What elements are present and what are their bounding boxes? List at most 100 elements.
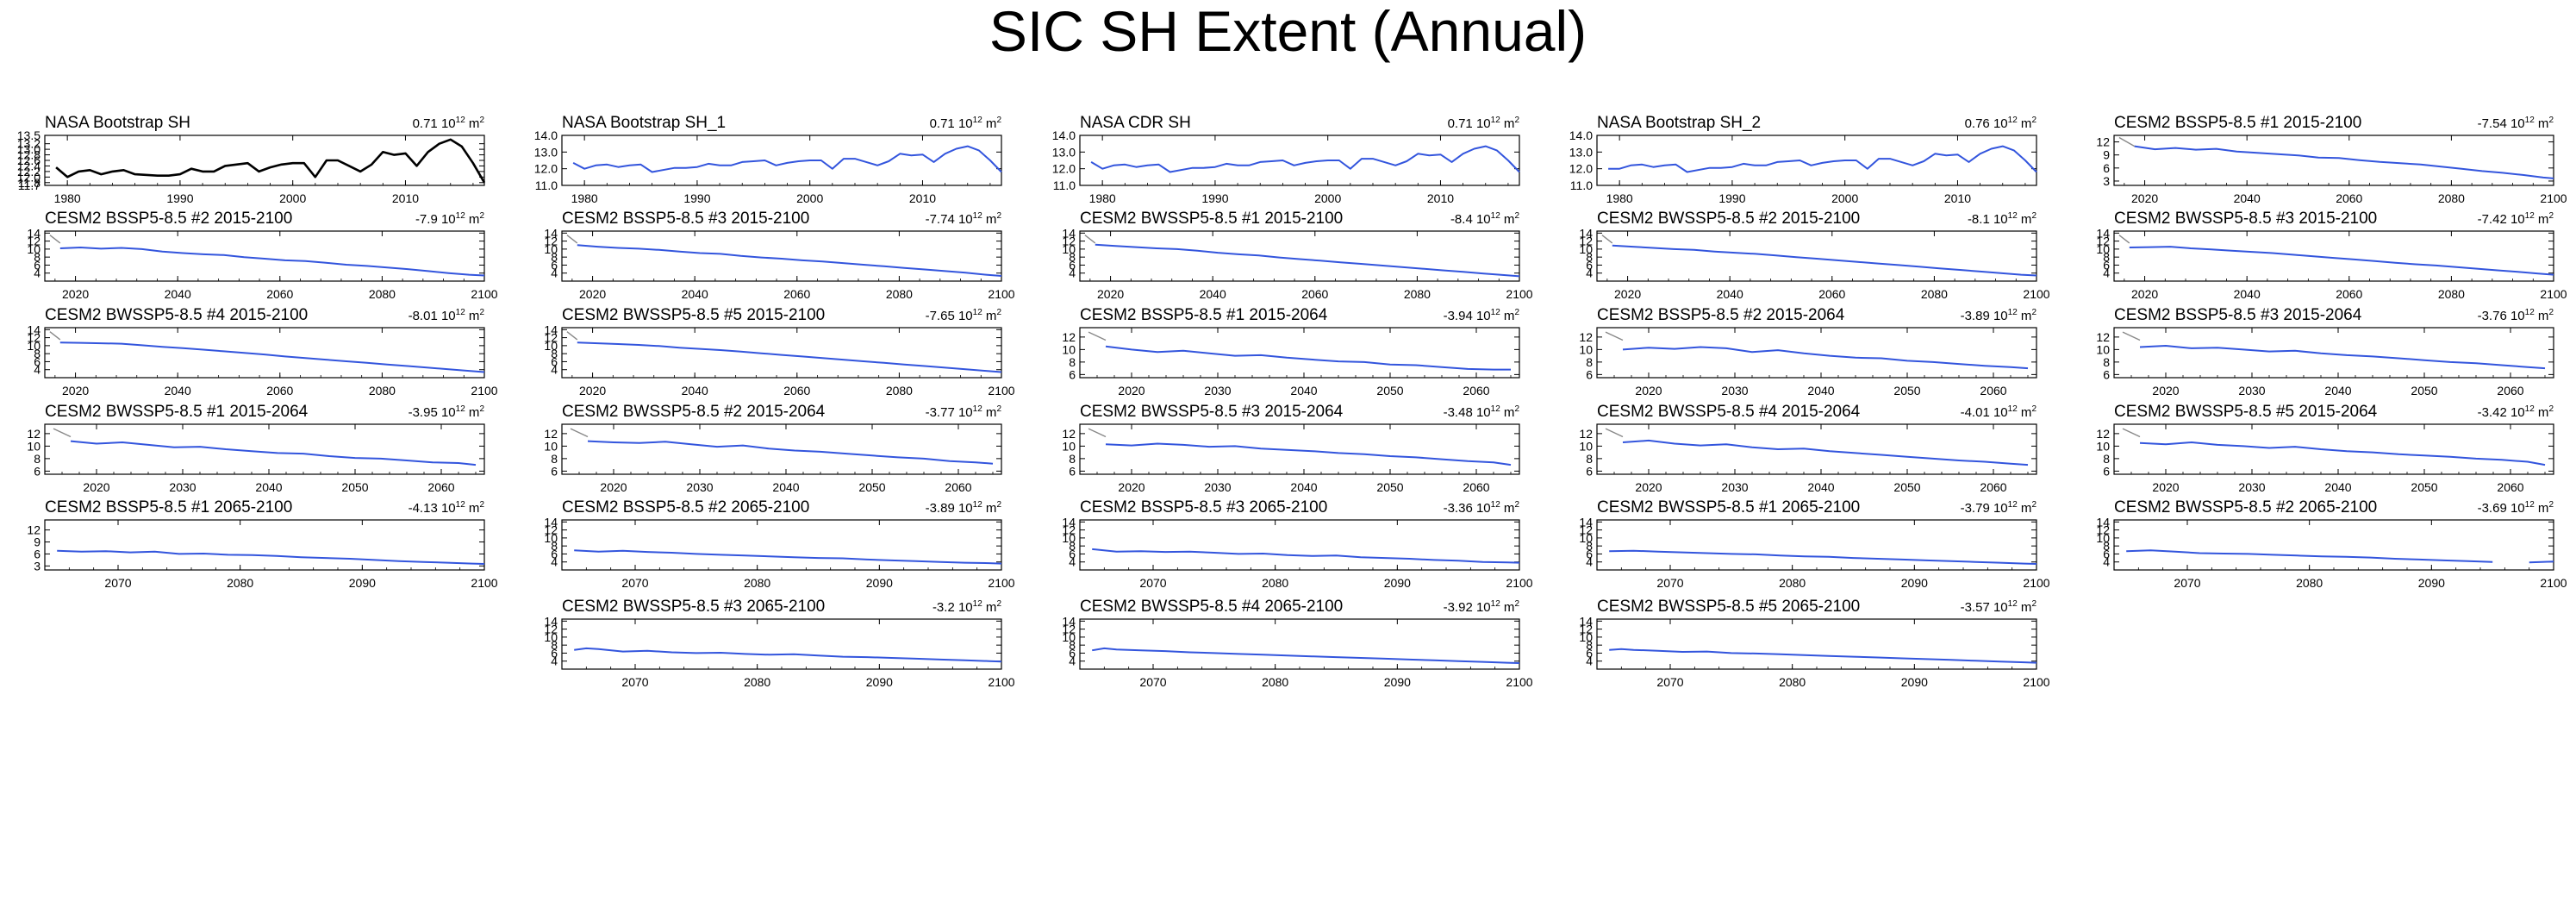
series-line	[1612, 244, 2037, 277]
chart-title: CESM2 BWSSP5-8.5 #2 2065-2100	[2114, 498, 2377, 516]
trend-exponent: 12	[973, 308, 983, 317]
chart-title: CESM2 BWSSP5-8.5 #4 2015-2064	[1597, 403, 1861, 421]
trend-exponent-area: 2	[1514, 308, 1519, 317]
x-tick-label: 2080	[886, 287, 913, 301]
x-tick-label: 2040	[2324, 384, 2351, 398]
x-tick-label: 2060	[2336, 191, 2362, 205]
residual-line	[49, 331, 61, 341]
series-line	[1090, 145, 1520, 173]
y-tick-label: 6	[551, 354, 558, 368]
y-tick-label: 6	[34, 354, 41, 368]
y-tick-label: 4	[34, 266, 41, 280]
x-tick-label: 2070	[1656, 675, 1683, 689]
trend-value: -4.01	[1961, 405, 1993, 420]
trend-exponent: 12	[1491, 116, 1501, 125]
y-tick-label: 6	[1069, 547, 1076, 560]
y-tick-label: 14	[2096, 515, 2110, 529]
trend-unit: 10	[1476, 309, 1491, 323]
y-tick-label: 12	[2096, 427, 2110, 441]
trend-unit-area: m	[2535, 405, 2549, 420]
trend-label: -7.42 1012 m2	[2478, 211, 2554, 227]
residual-line	[1088, 331, 1107, 341]
trend-value: 0.71	[930, 116, 958, 131]
x-tick-label: 2070	[2174, 576, 2200, 590]
chart-panel: CESM2 BSSP5-8.5 #2 2015-2064 -3.89 1012 m…	[1579, 306, 2037, 398]
residual-line	[566, 235, 578, 244]
y-tick-label: 10	[1062, 439, 1076, 453]
plot-frame	[561, 423, 1002, 475]
trend-label: -3.89 1012 m2	[1961, 308, 2037, 323]
y-tick-label: 13.0	[534, 145, 558, 159]
series-line	[1622, 439, 2029, 466]
y-tick-label: 8	[551, 638, 558, 652]
trend-exponent: 12	[2008, 116, 2018, 125]
x-tick-label: 2010	[909, 191, 936, 205]
chart-title: CESM2 BWSSP5-8.5 #3 2065-2100	[562, 598, 825, 616]
y-tick-label: 14	[2096, 226, 2110, 240]
chart-title: CESM2 BSSP5-8.5 #3 2065-2100	[1080, 498, 1327, 516]
y-tick-label: 10	[1579, 531, 1593, 545]
y-tick-label: 6	[34, 258, 41, 272]
chart-title: NASA CDR SH	[1080, 114, 1191, 132]
trend-exponent-area: 2	[479, 211, 484, 221]
trend-exponent: 12	[2008, 599, 2018, 609]
trend-unit: 10	[441, 501, 456, 516]
trend-unit: 10	[958, 501, 973, 516]
y-tick-label: 10	[2096, 531, 2110, 545]
x-tick-label: 2050	[1893, 384, 1920, 398]
x-tick-label: 2100	[1506, 675, 1532, 689]
trend-unit-area: m	[982, 212, 997, 227]
y-tick-label: 6	[551, 547, 558, 560]
y-tick-label: 12	[1062, 235, 1076, 248]
trend-value: -3.95	[409, 405, 441, 420]
chart-title: CESM2 BWSSP5-8.5 #4 2065-2100	[1080, 598, 1343, 616]
y-tick-label: 10	[1579, 242, 1593, 256]
trend-exponent: 12	[1491, 404, 1501, 414]
trend-unit: 10	[1993, 501, 2008, 516]
trend-value: -7.74	[926, 212, 958, 227]
y-tick-label: 8	[1586, 250, 1593, 264]
y-tick-label: 14	[1579, 515, 1593, 529]
y-tick-label: 10	[1062, 630, 1076, 644]
chart-title: CESM2 BWSSP5-8.5 #2 2015-2100	[1597, 210, 1860, 228]
trend-exponent-area: 2	[479, 404, 484, 414]
series-line	[59, 341, 485, 373]
x-tick-label: 2100	[471, 287, 497, 301]
y-tick-label: 13.0	[17, 142, 41, 156]
y-tick-label: 6	[2103, 464, 2110, 478]
y-tick-label: 11.8	[18, 176, 41, 190]
x-tick-label: 2020	[62, 384, 89, 398]
y-tick-label: 12	[27, 235, 41, 248]
y-tick-label: 10	[27, 339, 41, 353]
trend-unit-area: m	[465, 405, 480, 420]
plot-frame	[1596, 135, 2037, 186]
y-tick-label: 6	[551, 646, 558, 660]
y-tick-label: 6	[1586, 258, 1593, 272]
y-tick-label: 8	[551, 539, 558, 553]
x-tick-label: 2030	[169, 480, 196, 494]
x-tick-label: 2040	[165, 287, 191, 301]
chart-title: CESM2 BSSP5-8.5 #1 2015-2064	[1080, 306, 1328, 324]
y-tick-label: 6	[1069, 367, 1076, 381]
x-tick-label: 2100	[988, 576, 1014, 590]
x-tick-label: 2060	[1818, 287, 1845, 301]
trend-unit-area: m	[1500, 501, 1515, 516]
series-line	[1092, 647, 1520, 664]
trend-exponent-area: 2	[2031, 211, 2036, 221]
y-tick-label: 4	[2103, 555, 2110, 569]
y-tick-label: 8	[551, 250, 558, 264]
y-tick-label: 14.0	[534, 128, 558, 142]
chart-title: CESM2 BSSP5-8.5 #1 2015-2100	[2114, 114, 2361, 132]
chart-title: NASA Bootstrap SH	[45, 114, 190, 132]
y-tick-label: 10	[544, 630, 558, 644]
trend-exponent: 12	[1491, 599, 1501, 609]
x-tick-label: 2050	[2411, 384, 2437, 398]
chart-panel: NASA Bootstrap SH 0.71 1012 m211.711.812.…	[17, 114, 486, 205]
y-tick-label: 8	[1586, 452, 1593, 466]
trend-unit: 10	[1476, 600, 1491, 615]
plot-frame	[44, 327, 485, 379]
trend-value: -3.79	[1961, 501, 1993, 516]
trend-unit-area: m	[2018, 309, 2032, 323]
series-line	[572, 145, 1002, 173]
